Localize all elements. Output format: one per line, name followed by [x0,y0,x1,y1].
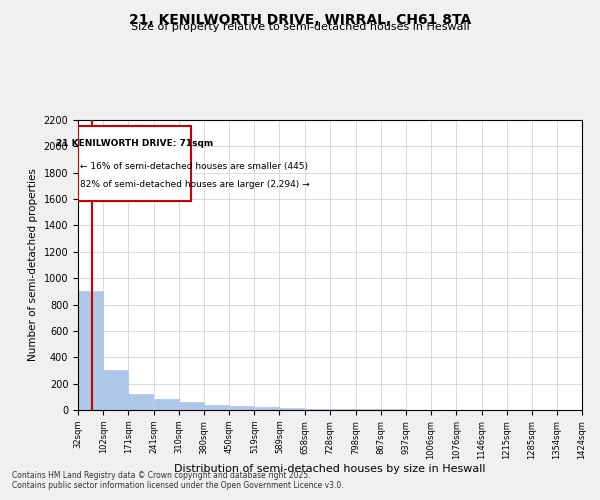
Text: 21 KENILWORTH DRIVE: 71sqm: 21 KENILWORTH DRIVE: 71sqm [56,140,213,148]
Bar [280,408,304,410]
Bar [78,292,103,410]
Bar [179,402,204,410]
Text: Contains HM Land Registry data © Crown copyright and database right 2025.
Contai: Contains HM Land Registry data © Crown c… [12,470,344,490]
Bar [128,394,154,410]
Bar [154,400,179,410]
Bar [103,370,128,410]
Bar [229,406,254,410]
Y-axis label: Number of semi-detached properties: Number of semi-detached properties [28,168,38,362]
Bar [305,408,330,410]
FancyBboxPatch shape [78,126,191,201]
Text: Size of property relative to semi-detached houses in Heswall: Size of property relative to semi-detach… [131,22,469,32]
Bar [330,409,355,410]
Bar [254,408,280,410]
Bar [204,404,229,410]
Text: ← 16% of semi-detached houses are smaller (445): ← 16% of semi-detached houses are smalle… [80,162,308,171]
Text: 21, KENILWORTH DRIVE, WIRRAL, CH61 8TA: 21, KENILWORTH DRIVE, WIRRAL, CH61 8TA [129,12,471,26]
Text: 82% of semi-detached houses are larger (2,294) →: 82% of semi-detached houses are larger (… [80,180,310,189]
X-axis label: Distribution of semi-detached houses by size in Heswall: Distribution of semi-detached houses by … [174,464,486,474]
